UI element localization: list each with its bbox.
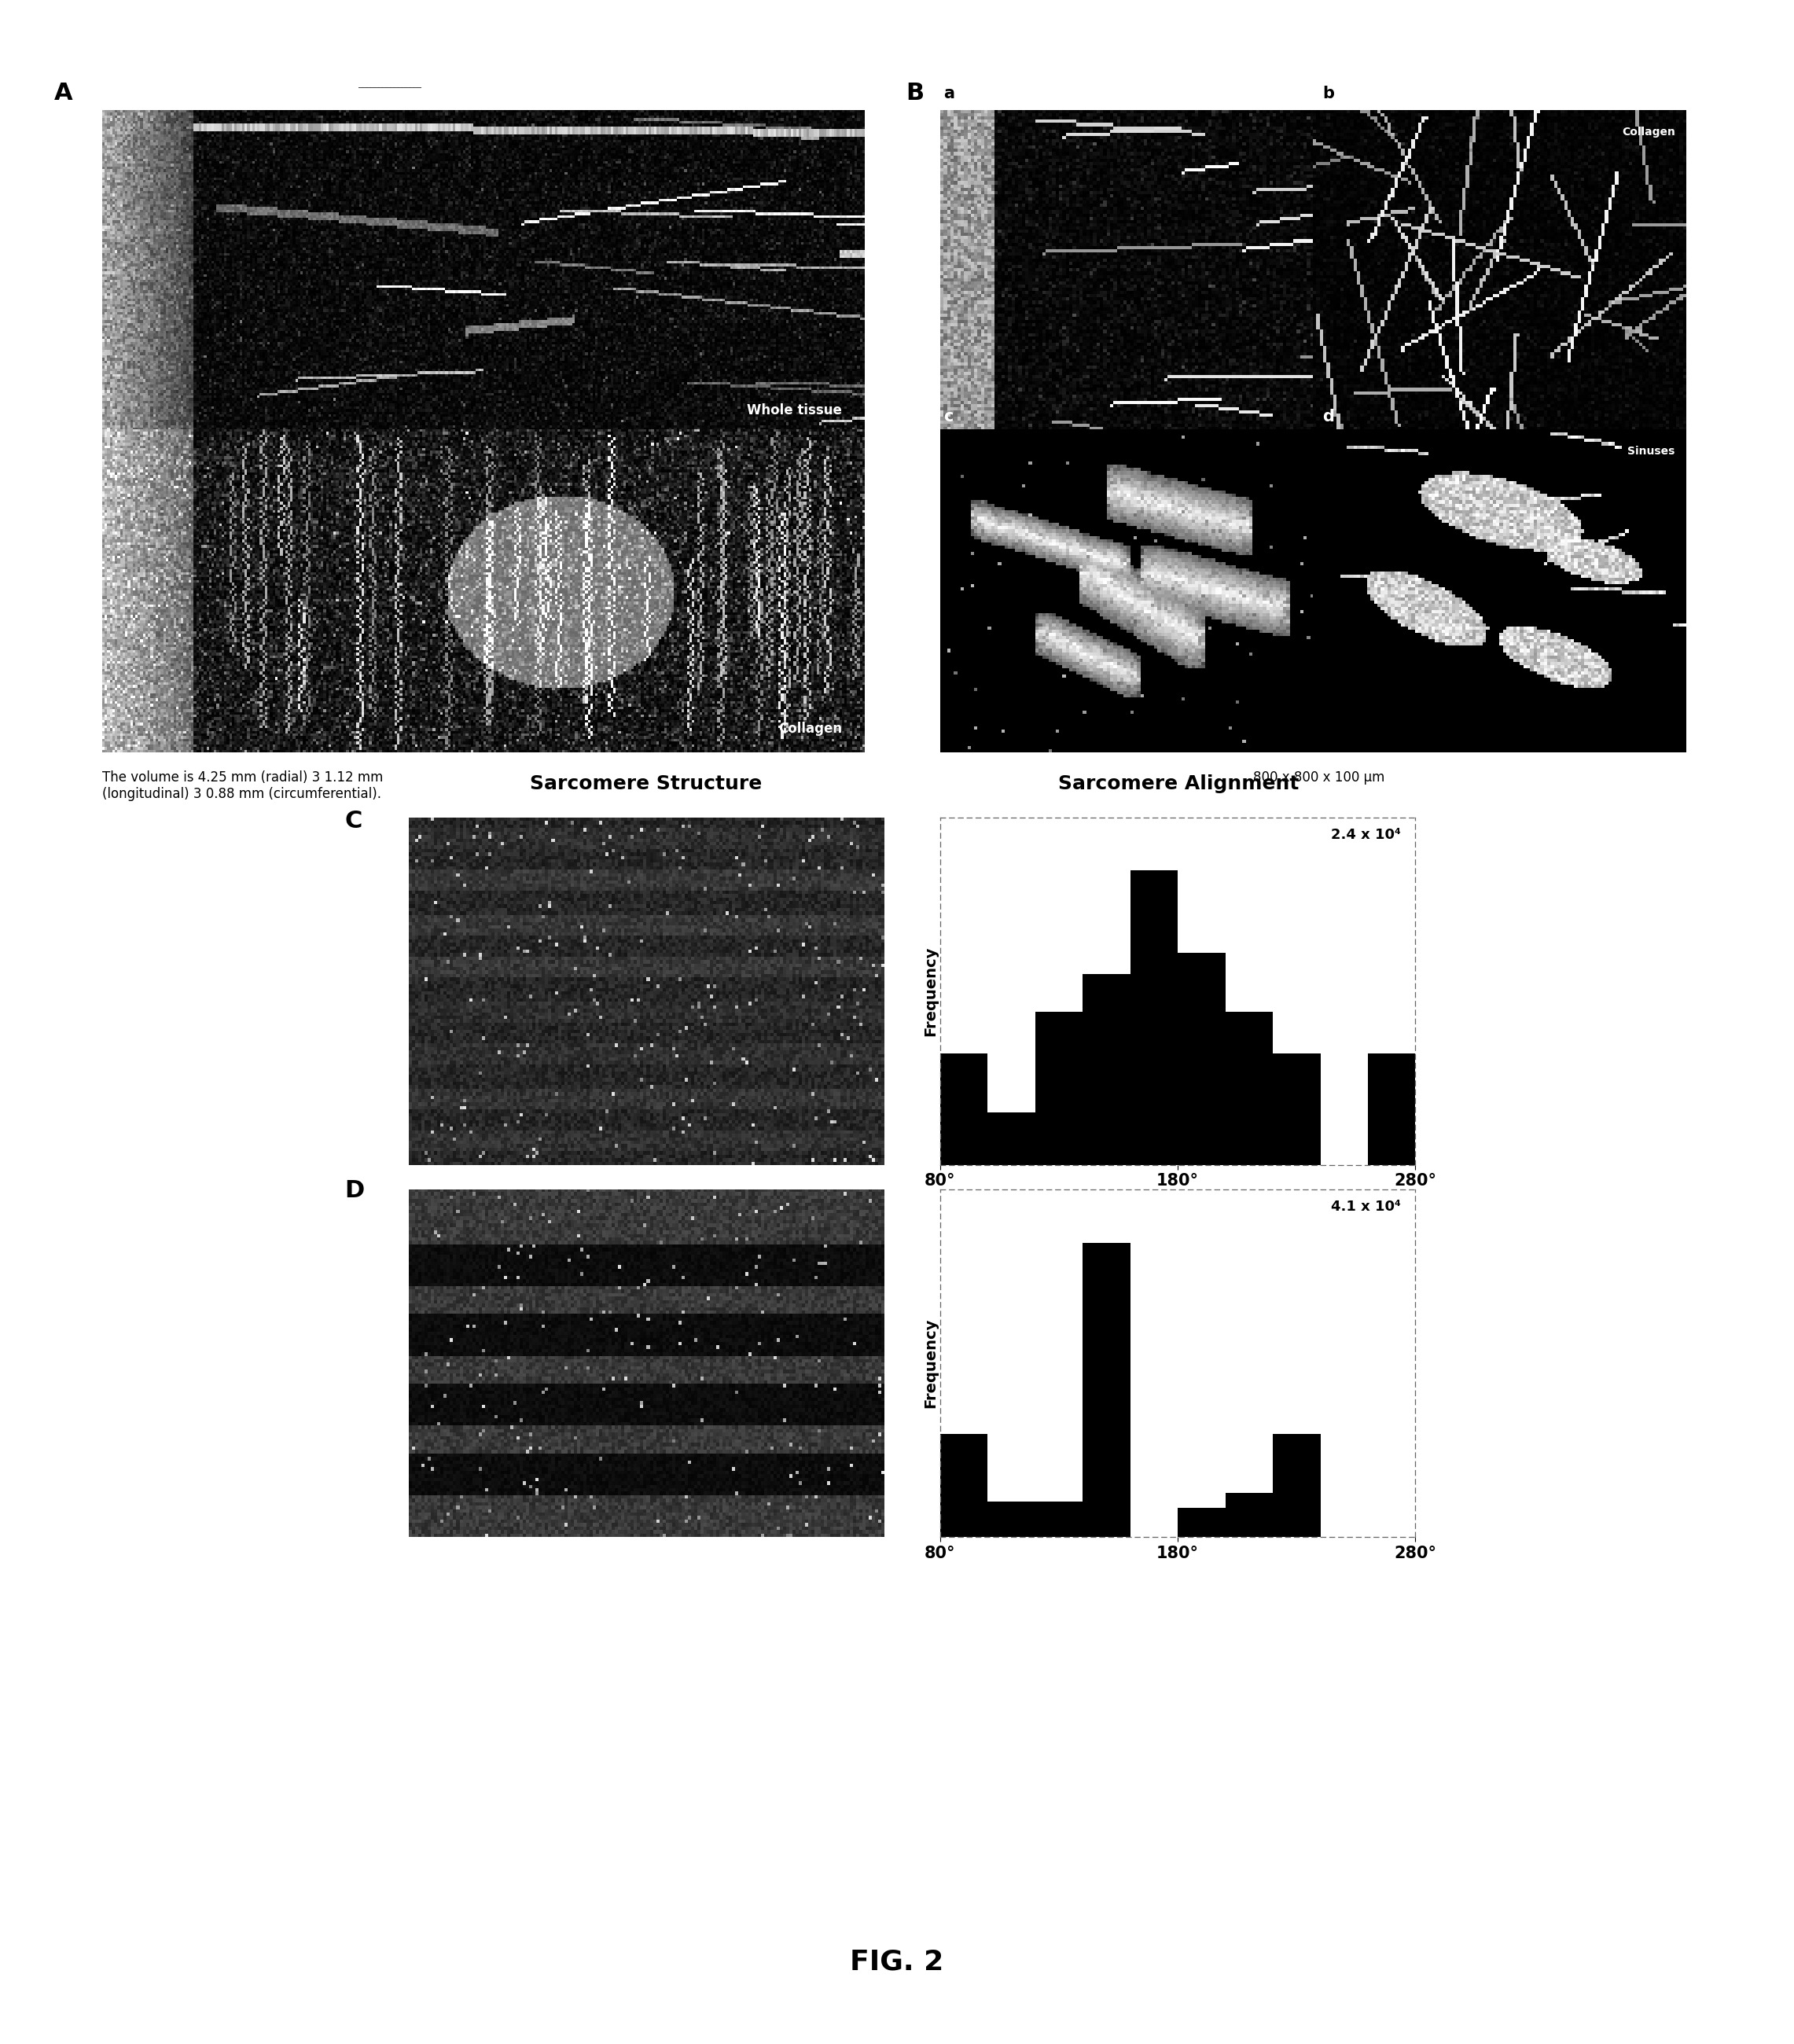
Text: c: c — [944, 409, 953, 425]
Bar — [987, 1502, 1035, 1537]
Text: D: D — [344, 1179, 364, 1202]
Text: Whole tissue: Whole tissue — [746, 403, 841, 417]
Bar — [1082, 973, 1130, 1165]
Text: Sarcomere Alignment: Sarcomere Alignment — [1058, 775, 1299, 793]
Text: Collagen: Collagen — [1622, 127, 1676, 137]
Text: a: a — [944, 86, 954, 102]
Text: 4.1 x 10⁴: 4.1 x 10⁴ — [1331, 1200, 1401, 1214]
Bar — [987, 1112, 1035, 1165]
Bar — [940, 1053, 987, 1165]
Bar — [1130, 871, 1177, 1165]
Text: FIG. 2: FIG. 2 — [850, 1948, 944, 1977]
Bar — [1225, 1012, 1274, 1165]
Text: d: d — [1322, 409, 1335, 425]
Bar — [1369, 1053, 1415, 1165]
Text: b: b — [1322, 86, 1335, 102]
Bar — [1035, 1502, 1082, 1537]
Y-axis label: Frequency: Frequency — [922, 946, 938, 1036]
Text: C: C — [344, 809, 362, 832]
Text: 800 x 800 x 100 μm: 800 x 800 x 100 μm — [1252, 771, 1385, 785]
Bar — [1225, 1492, 1274, 1537]
Text: Sinuses: Sinuses — [1627, 446, 1676, 456]
Text: 2.4 x 10⁴: 2.4 x 10⁴ — [1331, 828, 1401, 842]
Text: B: B — [906, 82, 924, 104]
Text: Collagen: Collagen — [779, 722, 841, 736]
Bar — [1177, 953, 1225, 1165]
Y-axis label: Frequency: Frequency — [922, 1318, 938, 1408]
Bar — [1177, 1508, 1225, 1537]
Text: ________________: ________________ — [359, 82, 422, 88]
Bar — [1274, 1053, 1320, 1165]
Bar — [1082, 1243, 1130, 1537]
Bar — [1274, 1435, 1320, 1537]
Text: A: A — [54, 82, 72, 104]
Bar — [1035, 1012, 1082, 1165]
Text: Sarcomere Structure: Sarcomere Structure — [529, 775, 762, 793]
Text: The volume is 4.25 mm (radial) 3 1.12 mm
(longitudinal) 3 0.88 mm (circumferenti: The volume is 4.25 mm (radial) 3 1.12 mm… — [102, 771, 384, 801]
Bar — [940, 1435, 987, 1537]
